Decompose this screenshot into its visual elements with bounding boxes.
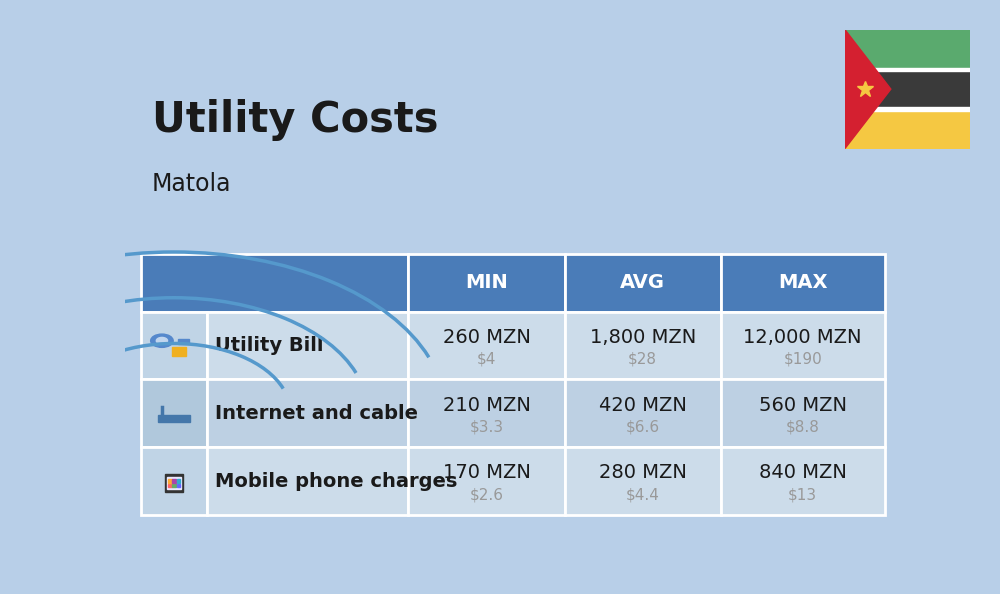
Text: $13: $13	[788, 487, 817, 502]
Text: $2.6: $2.6	[469, 487, 503, 502]
Text: MIN: MIN	[465, 273, 508, 292]
Bar	[408, 380, 565, 447]
Text: Matola: Matola	[152, 172, 232, 196]
Text: $3.3: $3.3	[469, 419, 504, 434]
Text: 170 MZN: 170 MZN	[443, 463, 530, 482]
Circle shape	[156, 337, 168, 344]
Bar	[721, 380, 885, 447]
Bar	[565, 447, 721, 515]
Bar	[172, 347, 186, 356]
Bar	[172, 484, 176, 488]
Text: $4.4: $4.4	[626, 487, 660, 502]
Text: Utility Costs: Utility Costs	[152, 99, 439, 141]
Bar	[207, 380, 408, 447]
Bar	[845, 30, 970, 69]
Polygon shape	[845, 30, 891, 148]
Text: 210 MZN: 210 MZN	[443, 396, 530, 415]
Bar	[168, 479, 172, 483]
Text: 420 MZN: 420 MZN	[599, 396, 687, 415]
Bar	[721, 312, 885, 380]
Text: 280 MZN: 280 MZN	[599, 463, 687, 482]
Text: MAX: MAX	[778, 273, 827, 292]
Bar	[207, 447, 408, 515]
Bar	[167, 477, 181, 489]
Bar	[565, 380, 721, 447]
Circle shape	[151, 334, 173, 347]
Bar	[565, 254, 721, 312]
Bar	[565, 312, 721, 380]
Text: 260 MZN: 260 MZN	[443, 328, 530, 347]
Bar	[158, 415, 190, 422]
Bar	[140, 380, 207, 447]
Bar	[721, 447, 885, 515]
Bar	[845, 69, 970, 109]
Bar	[140, 254, 408, 312]
Text: 840 MZN: 840 MZN	[759, 463, 847, 482]
Bar	[168, 484, 172, 488]
Bar	[721, 254, 885, 312]
Bar	[140, 447, 207, 515]
Text: $6.6: $6.6	[626, 419, 660, 434]
Text: AVG: AVG	[620, 273, 665, 292]
Bar	[177, 479, 180, 483]
Bar	[845, 109, 970, 148]
Text: 12,000 MZN: 12,000 MZN	[743, 328, 862, 347]
Bar	[207, 312, 408, 380]
Bar	[165, 474, 183, 492]
Bar	[845, 107, 970, 110]
Bar	[178, 339, 189, 345]
Text: $190: $190	[783, 352, 822, 366]
Text: $8.8: $8.8	[786, 419, 820, 434]
Text: 1,800 MZN: 1,800 MZN	[590, 328, 696, 347]
Bar	[408, 447, 565, 515]
Bar	[172, 479, 176, 483]
Text: 560 MZN: 560 MZN	[759, 396, 847, 415]
Text: Utility Bill: Utility Bill	[215, 336, 324, 355]
Bar	[177, 484, 180, 488]
Bar	[408, 312, 565, 380]
Text: Mobile phone charges: Mobile phone charges	[215, 472, 458, 491]
Text: $28: $28	[628, 352, 657, 366]
Text: $4: $4	[477, 352, 496, 366]
Bar	[408, 254, 565, 312]
Bar	[140, 312, 207, 380]
Text: Internet and cable: Internet and cable	[215, 404, 418, 423]
Bar	[845, 68, 970, 71]
